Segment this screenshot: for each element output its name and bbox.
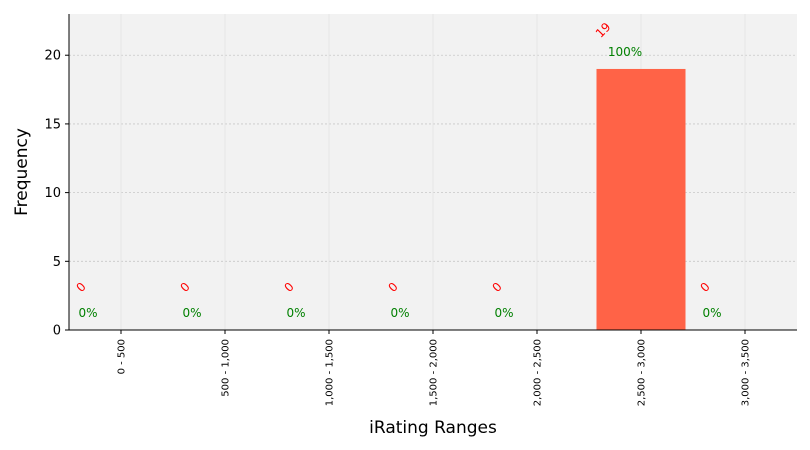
bar-percent-label: 100% [608,45,642,59]
y-tick-label: 20 [44,49,61,64]
bar-percent-label: 0% [494,306,513,320]
bar-percent-label: 0% [78,306,97,320]
bar-percent-label: 0% [702,306,721,320]
bar-percent-label: 0% [182,306,201,320]
x-tick-label: 1,500 - 2,000 [429,339,440,406]
x-tick-label: 3,000 - 3,500 [741,339,752,406]
y-axis-title: Frequency [12,128,32,216]
y-ticks: 0 5 10 15 20 [44,49,69,339]
x-ticks: 0 - 500 500 - 1,000 1,000 - 1,500 1,500 - 2… [117,330,752,406]
y-tick-label: 15 [44,117,61,132]
x-tick-label: 2,500 - 3,000 [637,339,648,406]
bar-percent-label: 0% [286,306,305,320]
bar [596,68,686,331]
x-tick-label: 1,000 - 1,500 [325,339,336,406]
x-tick-label: 0 - 500 [117,339,128,374]
y-tick-label: 10 [44,186,61,201]
x-axis-title: iRating Ranges [369,418,497,438]
y-tick-label: 5 [53,255,61,270]
bar-percent-label: 0% [390,306,409,320]
bars [596,68,686,331]
x-tick-label: 2,000 - 2,500 [533,339,544,406]
x-tick-label: 500 - 1,000 [221,339,232,397]
y-tick-label: 0 [53,324,61,339]
